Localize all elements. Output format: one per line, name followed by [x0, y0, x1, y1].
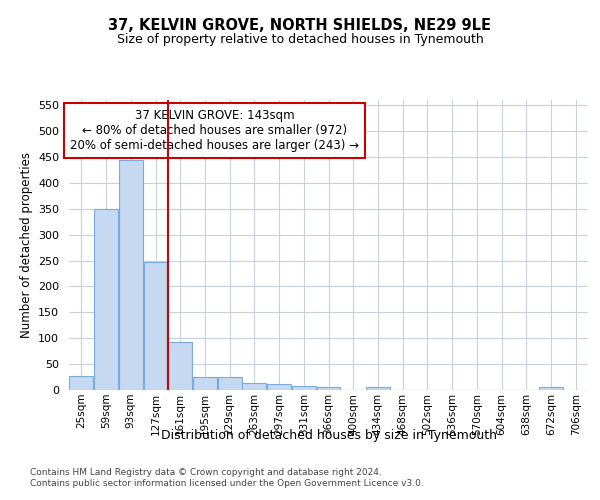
Bar [94, 209, 118, 390]
Bar [168, 342, 192, 390]
Bar [292, 386, 316, 390]
Bar [218, 377, 242, 390]
Text: 37, KELVIN GROVE, NORTH SHIELDS, NE29 9LE: 37, KELVIN GROVE, NORTH SHIELDS, NE29 9L… [109, 18, 491, 32]
Bar [539, 388, 563, 390]
Text: Distribution of detached houses by size in Tynemouth: Distribution of detached houses by size … [161, 428, 497, 442]
Bar [317, 387, 340, 390]
Text: 37 KELVIN GROVE: 143sqm
← 80% of detached houses are smaller (972)
20% of semi-d: 37 KELVIN GROVE: 143sqm ← 80% of detache… [70, 108, 359, 152]
Bar [119, 160, 143, 390]
Bar [242, 383, 266, 390]
Bar [193, 376, 217, 390]
Y-axis label: Number of detached properties: Number of detached properties [20, 152, 32, 338]
Text: Size of property relative to detached houses in Tynemouth: Size of property relative to detached ho… [116, 32, 484, 46]
Bar [143, 262, 167, 390]
Bar [70, 376, 94, 390]
Text: Contains HM Land Registry data © Crown copyright and database right 2024.
Contai: Contains HM Land Registry data © Crown c… [30, 468, 424, 487]
Bar [267, 384, 291, 390]
Bar [366, 388, 390, 390]
